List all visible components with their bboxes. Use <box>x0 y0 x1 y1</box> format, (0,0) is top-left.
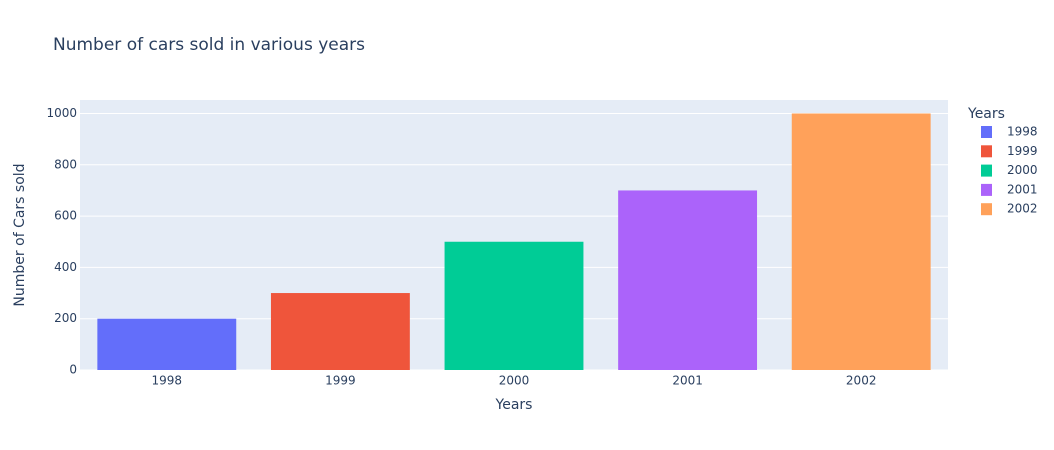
legend-swatch <box>981 126 992 138</box>
y-tick-label: 1000 <box>46 106 77 120</box>
x-tick-label: 2002 <box>846 374 877 388</box>
x-tick-label: 2001 <box>672 374 703 388</box>
y-tick-label: 600 <box>54 209 77 223</box>
x-tick-label: 1999 <box>325 374 356 388</box>
y-tick-label: 400 <box>54 260 77 274</box>
legend-swatch <box>981 145 992 158</box>
legend-label: 1998 <box>1007 125 1038 139</box>
y-tick-label: 0 <box>69 363 77 377</box>
legend-label: 2002 <box>1007 202 1038 216</box>
bar <box>444 241 584 370</box>
legend-label: 2001 <box>1007 182 1038 196</box>
y-axis-title: Number of Cars sold <box>12 163 28 306</box>
legend-swatch <box>981 164 992 177</box>
y-tick-label: 200 <box>54 311 77 325</box>
x-axis-title: Years <box>495 397 533 413</box>
bar <box>791 113 931 370</box>
bar <box>618 190 758 370</box>
legend-label: 2000 <box>1007 163 1038 177</box>
bar <box>97 318 237 370</box>
bar <box>270 293 410 370</box>
x-tick-label: 1998 <box>152 374 183 388</box>
legend-swatch <box>981 183 992 196</box>
legend-swatch <box>981 203 992 216</box>
x-tick-label: 2000 <box>499 374 530 388</box>
legend-label: 1999 <box>1007 144 1038 158</box>
legend-title: Years <box>967 106 1005 122</box>
y-tick-label: 800 <box>54 157 77 171</box>
chart-title: Number of cars sold in various years <box>53 35 365 55</box>
